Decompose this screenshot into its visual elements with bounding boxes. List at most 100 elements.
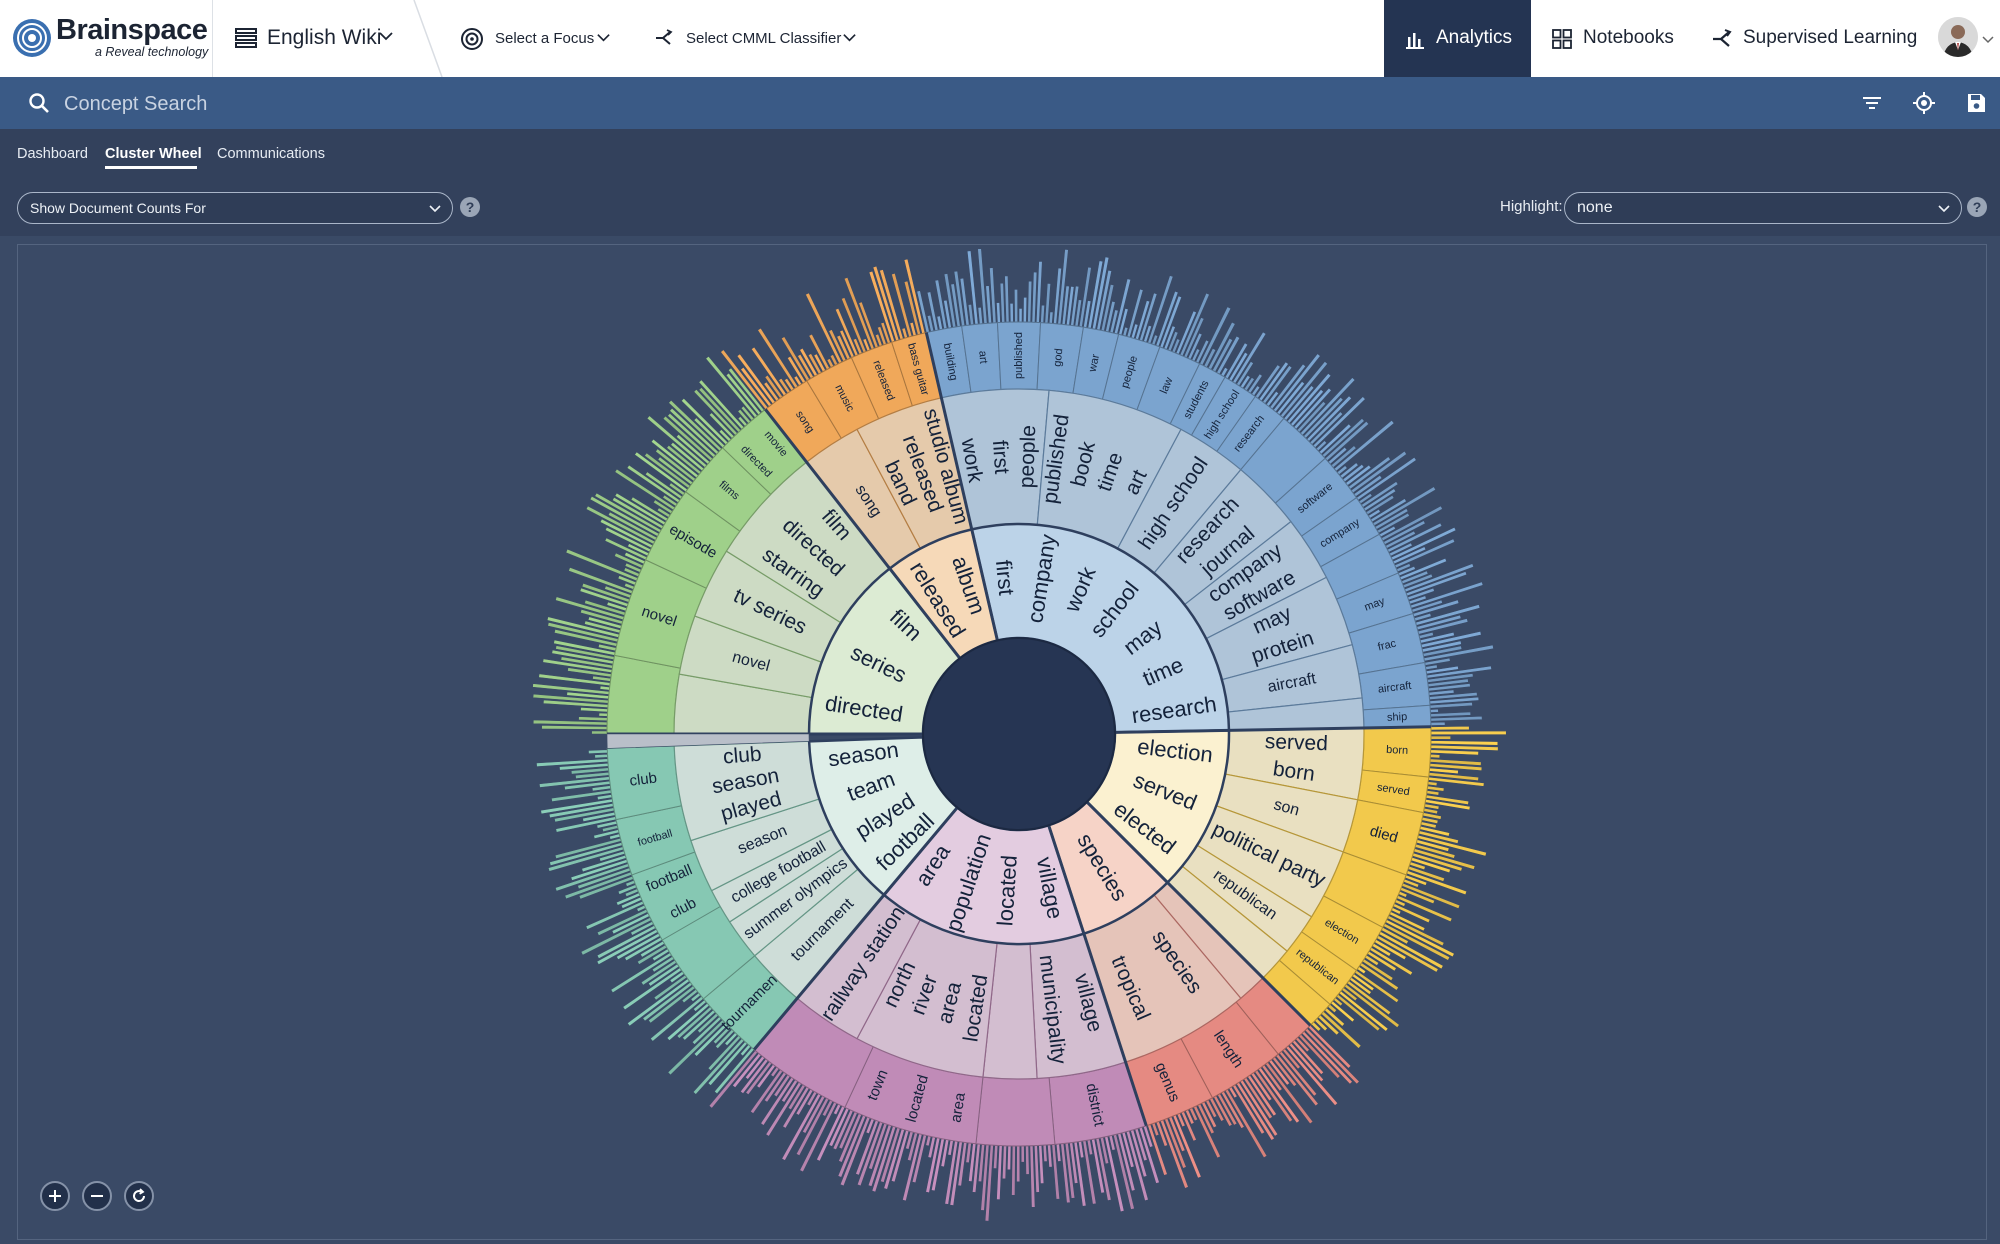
outer-term-label[interactable]: law (1158, 376, 1176, 396)
cluster-spike[interactable] (1042, 1144, 1048, 1162)
tab-communications[interactable]: Communications (217, 146, 325, 162)
outer-segment[interactable] (606, 654, 681, 735)
cluster-spike[interactable] (1425, 664, 1438, 671)
unclustered-segment[interactable] (606, 733, 810, 749)
cluster-spike[interactable] (1426, 790, 1440, 796)
cluster-blue[interactable]: building art published god war people law stude… (916, 248, 1494, 734)
cluster-teal[interactable]: tournamentclubfootballfootballclubtourna… (536, 736, 960, 1095)
mid-term-label[interactable]: club (722, 743, 762, 769)
cluster-spike[interactable] (999, 282, 1006, 323)
cluster-spike[interactable] (541, 725, 608, 730)
cluster-spike[interactable] (1027, 280, 1033, 323)
cluster-spike[interactable] (1430, 715, 1483, 722)
cluster-spike[interactable] (1430, 725, 1470, 731)
zoom-out-button[interactable] (82, 1181, 112, 1211)
cluster-spike[interactable] (1430, 740, 1499, 746)
cluster-spike[interactable] (1009, 302, 1014, 323)
cluster-spike[interactable] (1014, 289, 1019, 323)
cluster-spike[interactable] (599, 685, 611, 691)
cluster-spike[interactable] (594, 753, 608, 759)
cluster-spike[interactable] (1004, 275, 1010, 323)
nav-supervised-learning[interactable]: Supervised Learning (1691, 0, 1921, 77)
outer-term-label[interactable]: god (1052, 348, 1066, 368)
cluster-spike[interactable] (805, 292, 843, 364)
cluster-spike[interactable] (1033, 1145, 1040, 1193)
mid-term-label[interactable]: people (1015, 425, 1040, 489)
avatar[interactable] (1938, 17, 1978, 57)
wheel-center[interactable] (922, 637, 1116, 831)
cluster-spike[interactable] (1029, 1145, 1036, 1208)
mid-term-label[interactable]: first (988, 439, 1013, 475)
cluster-spike[interactable] (532, 719, 608, 726)
outer-term-label[interactable]: art (976, 350, 989, 364)
outer-term-label[interactable]: area (947, 1091, 969, 1124)
outer-segment[interactable] (975, 1076, 1056, 1147)
outer-term-label[interactable]: ship (1387, 711, 1408, 724)
cluster-spike[interactable] (1020, 1145, 1025, 1163)
cluster-spike[interactable] (1018, 308, 1023, 323)
cluster-spike[interactable] (1430, 730, 1507, 735)
locate-icon[interactable] (1912, 91, 1936, 115)
help-icon[interactable]: ? (1967, 197, 1987, 217)
outer-term-label[interactable]: published (1013, 332, 1025, 379)
document-counts-select[interactable]: Show Document Counts For (17, 192, 453, 224)
concept-search-input[interactable] (62, 87, 1766, 121)
cluster-spike[interactable] (1055, 1143, 1062, 1162)
outer-term-label[interactable]: born (1386, 744, 1409, 757)
cluster-spike[interactable] (598, 712, 608, 717)
cluster-spike[interactable] (580, 707, 609, 713)
cluster-spike[interactable] (757, 327, 799, 389)
cluster-purple[interactable]: districtarealocatedtownvillagemunicipali… (708, 805, 1160, 1222)
cluster-spike[interactable] (1038, 1145, 1045, 1184)
tab-dashboard[interactable]: Dashboard (17, 146, 88, 162)
zoom-in-button[interactable] (40, 1181, 70, 1211)
highlight-select[interactable]: none (1564, 192, 1962, 224)
cluster-spike[interactable] (1430, 749, 1479, 756)
cluster-wheel-canvas[interactable]: building art published god war people law stude… (17, 244, 1987, 1240)
chevron-down-icon[interactable] (1982, 33, 1994, 45)
mid-term-label[interactable]: son (1272, 796, 1301, 819)
help-icon[interactable]: ? (460, 197, 480, 217)
mid-term-label[interactable]: served (1264, 730, 1328, 755)
cluster-spike[interactable] (1040, 304, 1045, 324)
cluster-spike[interactable] (1047, 1144, 1053, 1168)
project-selector[interactable]: English Wiki (212, 0, 430, 77)
cluster-spike[interactable] (977, 306, 983, 325)
outer-term-label[interactable]: frac (1377, 637, 1398, 653)
cluster-spike[interactable] (588, 749, 608, 755)
cluster-spike[interactable] (1430, 721, 1446, 726)
cluster-spike[interactable] (1006, 1145, 1012, 1171)
cluster-spike[interactable] (1023, 297, 1028, 323)
cluster-spike[interactable] (1429, 708, 1439, 713)
outer-term-label[interactable]: served (1376, 781, 1410, 798)
cluster-spike[interactable] (594, 492, 662, 533)
filter-icon[interactable] (1860, 91, 1884, 115)
cluster-spike[interactable] (578, 716, 608, 722)
cluster-spike[interactable] (1016, 1145, 1021, 1183)
cluster-spike[interactable] (1025, 1145, 1030, 1175)
cluster-spike[interactable] (1001, 1145, 1007, 1180)
cluster-spike[interactable] (1031, 271, 1038, 323)
cluster-spike[interactable] (1048, 311, 1054, 324)
cluster-spike[interactable] (1427, 781, 1438, 787)
nav-notebooks[interactable]: Notebooks (1531, 0, 1691, 77)
outer-term-label[interactable]: war (1087, 353, 1103, 374)
cluster-spike[interactable] (1430, 753, 1441, 759)
nav-analytics[interactable]: Analytics (1384, 0, 1531, 77)
tab-cluster-wheel[interactable]: Cluster Wheel (105, 146, 202, 162)
cluster-spike[interactable] (1011, 1145, 1016, 1196)
inner-term-label[interactable]: first (991, 559, 1019, 597)
cluster-spike[interactable] (1430, 735, 1452, 740)
cluster-wheel[interactable]: building art published god war people law stude… (18, 245, 1987, 1240)
cluster-spike[interactable] (591, 730, 608, 735)
brand[interactable]: Brainspace a Reveal technology (0, 0, 213, 77)
cluster-spike[interactable] (993, 1144, 999, 1169)
outer-term-label[interactable]: club (629, 769, 658, 789)
cluster-spike[interactable] (1430, 711, 1472, 718)
cluster-spike[interactable] (996, 302, 1001, 323)
inner-term-label[interactable]: located (992, 854, 1022, 926)
outer-term-label[interactable]: aircraft (1377, 680, 1412, 696)
